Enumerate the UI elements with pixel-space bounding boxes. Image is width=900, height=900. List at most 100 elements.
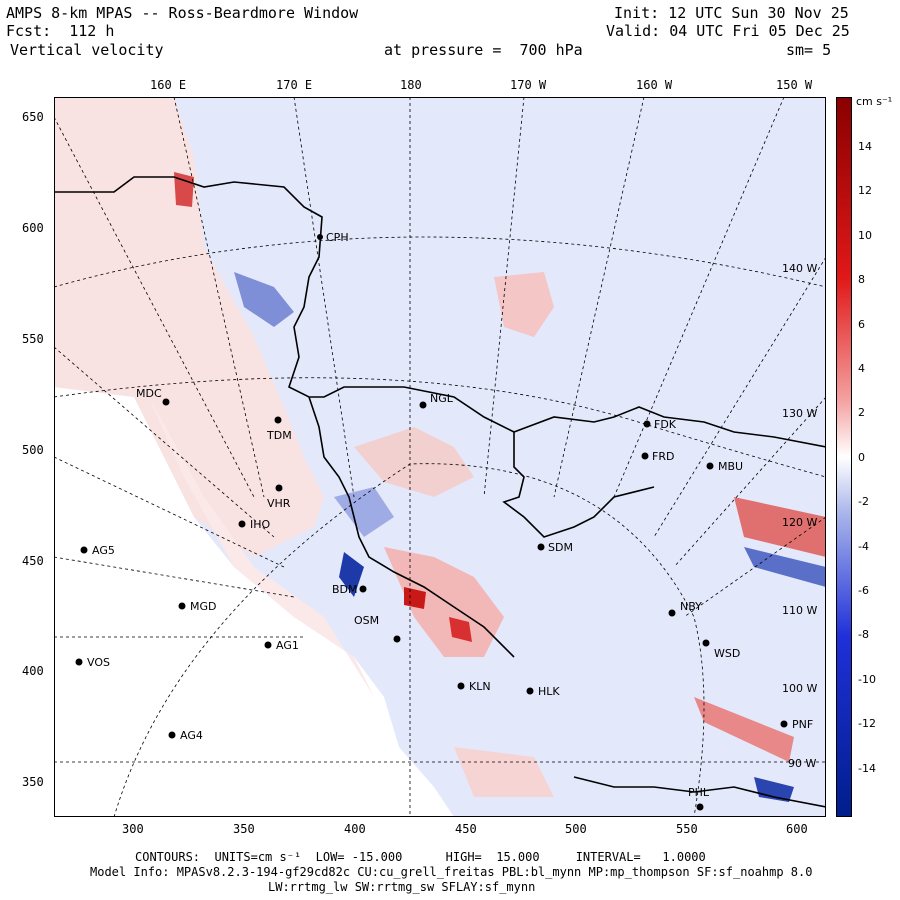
smoothing-label: sm= 5 <box>786 41 832 59</box>
colorbar-tick-label: 12 <box>858 184 872 198</box>
station-label: FDK <box>654 418 677 431</box>
station-mgd[interactable]: MGD <box>178 600 217 613</box>
station-label: IHO <box>250 518 271 531</box>
station-cph[interactable]: CPH <box>317 231 349 244</box>
x-tick-400: 400 <box>344 822 366 836</box>
forecast-hour: Fcst: 112 h <box>6 22 114 40</box>
strong-ascent-north <box>174 172 194 207</box>
map-frame <box>54 97 826 817</box>
colorbar-tick-label: 6 <box>858 317 865 331</box>
station-frd[interactable]: FRD <box>641 450 675 463</box>
lon-tick-170e: 170 E <box>276 78 313 92</box>
strong-descent-1 <box>339 552 364 597</box>
station-nby[interactable]: NBY <box>668 600 703 617</box>
forecast-value: 112 h <box>69 22 115 40</box>
lon-tick-160e: 160 E <box>150 78 187 92</box>
colorbar-tick-label: -6 <box>858 584 869 597</box>
station-wsd[interactable]: WSD <box>702 639 741 661</box>
lon-tick-150w: 150 W <box>776 78 813 92</box>
station-label: AG1 <box>276 639 299 652</box>
station-label: PNF <box>792 718 813 731</box>
station-vhr[interactable]: VHR <box>267 484 291 511</box>
station-label: PHL <box>688 786 710 799</box>
x-tick-450: 450 <box>455 822 477 836</box>
colorbar-tick-label: 2 <box>858 406 865 420</box>
model-info: Model Info: MPASv8.2.3-194-gf29cd82c CU:… <box>90 865 813 879</box>
init-time: Init: 12 UTC Sun 30 Nov 25 <box>614 4 849 22</box>
lon-label-140w: 140 W <box>782 262 817 275</box>
strong-descent-se <box>754 777 794 802</box>
station-mbu[interactable]: MBU <box>706 460 744 473</box>
graticule <box>54 97 826 817</box>
station-ag5[interactable]: AG5 <box>80 544 115 557</box>
wave-band-east-1 <box>734 497 826 557</box>
station-osm[interactable]: OSM <box>354 614 401 643</box>
station-label: MBU <box>718 460 743 473</box>
station-label: FRD <box>652 450 674 463</box>
map-title: AMPS 8-km MPAS -- Ross-Beardmore Window <box>6 4 359 22</box>
ascent-cell-1 <box>494 272 554 337</box>
x-tick-550: 550 <box>676 822 698 836</box>
forecast-label: Fcst: <box>6 22 52 40</box>
station-label: CPH <box>326 231 349 244</box>
descent-cell-north <box>234 272 294 327</box>
colorbar-tick-label: 8 <box>858 273 865 287</box>
station-pnf[interactable]: PNF <box>780 718 814 731</box>
colorbar-tick-label: 14 <box>858 140 872 153</box>
station-phl[interactable]: PHL <box>688 786 710 811</box>
lon-tick-180: 180 <box>400 78 422 92</box>
station-label: KLN <box>469 680 491 693</box>
station-ag4[interactable]: AG4 <box>168 729 203 742</box>
station-tdm[interactable]: TDM <box>266 416 292 443</box>
ascent-cell-south <box>454 747 554 797</box>
upward-region-west <box>54 97 324 557</box>
strong-ascent-2 <box>449 617 472 642</box>
colorbar-tick-label: -2 <box>858 495 869 509</box>
pressure-label: at pressure = <box>384 41 502 59</box>
station-fdk[interactable]: FDK <box>643 418 677 431</box>
lon-tick-170w: 170 W <box>510 78 547 92</box>
upward-region-sw <box>149 397 374 697</box>
pressure-level: at pressure = 700 hPa <box>384 41 583 59</box>
lon-label-130w: 130 W <box>782 407 817 420</box>
x-tick-500: 500 <box>565 822 587 836</box>
lon-label-110w: 110 W <box>782 604 817 617</box>
station-label: NBY <box>680 600 702 613</box>
station-label: SDM <box>548 541 573 554</box>
colorbar-tick-label: 10 <box>858 228 872 242</box>
station-iho[interactable]: IHO <box>238 518 271 531</box>
station-vos[interactable]: VOS <box>75 656 110 669</box>
y-tick-550: 550 <box>22 332 44 346</box>
ascent-band-beardmore <box>384 547 504 657</box>
station-ngl[interactable]: NGL <box>419 392 454 409</box>
station-hlk[interactable]: HLK <box>526 685 561 698</box>
station-label: NGL <box>430 392 454 405</box>
station-sdm[interactable]: SDM <box>537 541 573 554</box>
wave-band-se <box>694 697 794 762</box>
vertical-velocity-map[interactable]: CPH NGL MDC TDM FDK FRD MBU VHR IHO AG5 … <box>54 97 826 817</box>
x-tick-600: 600 <box>786 822 808 836</box>
station-label: BDM <box>332 583 358 596</box>
colorbar-tick-label: -14 <box>858 761 876 775</box>
station-mdc[interactable]: MDC <box>136 387 170 406</box>
physics-info: LW:rrtmg_lw SW:rrtmg_sw SFLAY:sf_mynn <box>268 880 536 894</box>
station-label: AG5 <box>92 544 115 557</box>
station-label: VOS <box>87 656 110 669</box>
colorbar-unit: cm s⁻¹ <box>856 95 893 108</box>
contour-info: CONTOURS: UNITS=cm s⁻¹ LOW= -15.000 HIGH… <box>135 850 706 864</box>
coastline <box>54 176 826 808</box>
lon-label-120w: 120 W <box>782 516 817 529</box>
strong-ascent-1 <box>404 587 426 609</box>
station-label: TDM <box>266 429 292 442</box>
colorbar <box>836 97 852 817</box>
colorbar-tick-label: 4 <box>858 362 865 375</box>
lon-tick-160w: 160 W <box>636 78 673 92</box>
station-bdm[interactable]: BDM <box>332 583 367 596</box>
x-tick-300: 300 <box>122 822 144 836</box>
x-tick-350: 350 <box>233 822 255 836</box>
station-label: AG4 <box>180 729 203 742</box>
wave-band-east-2 <box>744 547 826 587</box>
station-ag1[interactable]: AG1 <box>264 639 299 652</box>
station-label: VHR <box>267 497 291 510</box>
station-kln[interactable]: KLN <box>457 680 491 693</box>
